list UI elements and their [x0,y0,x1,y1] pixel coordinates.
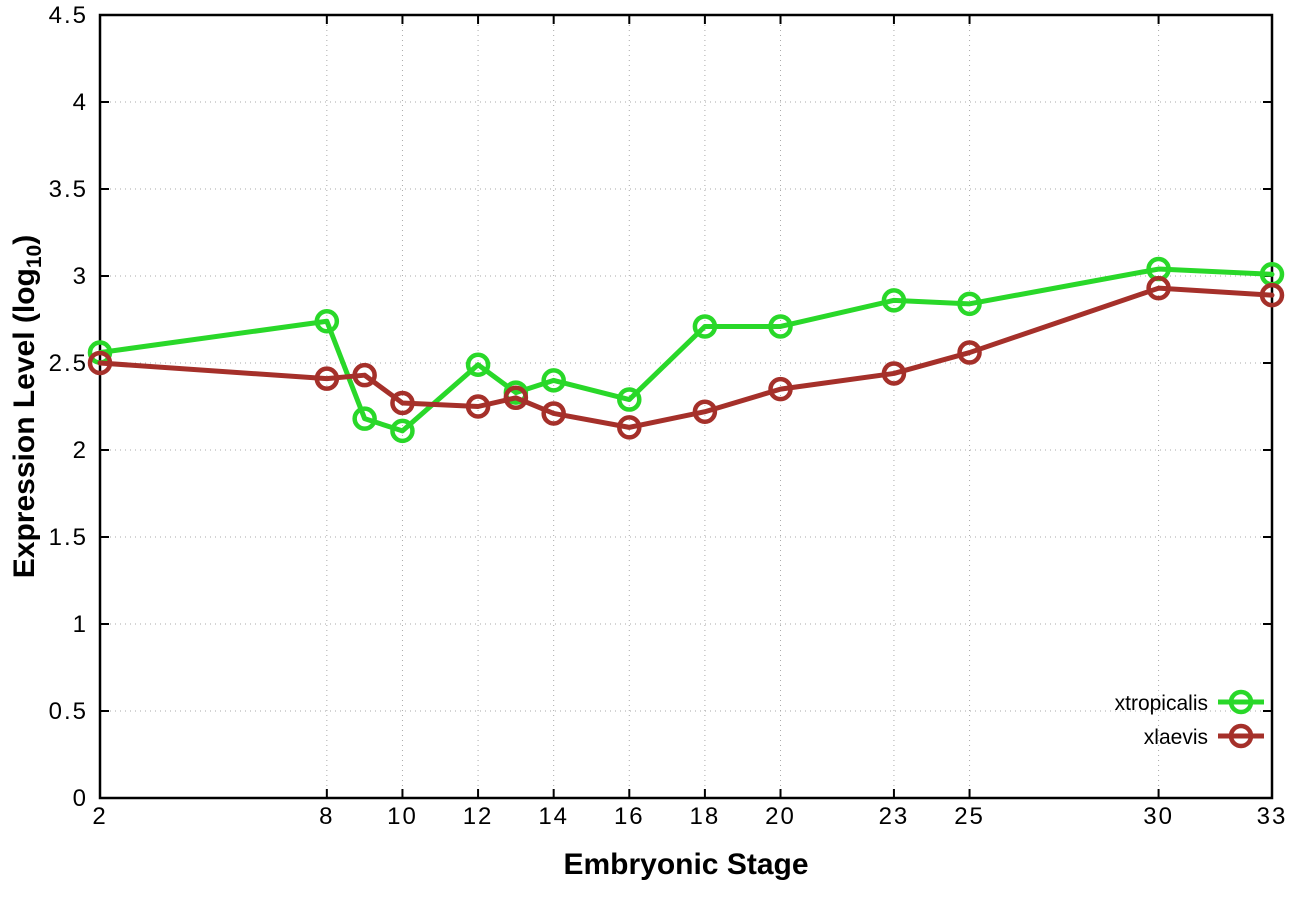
data-point-marker [465,352,491,377]
y-tick-label: 1.5 [49,524,88,551]
x-tick-label: 10 [387,803,418,830]
data-point-marker [352,362,377,388]
data-point-marker [881,361,907,386]
plot-border [98,13,1274,800]
y-tick-label: 2 [73,437,88,464]
data-point-marker [957,291,982,317]
x-tick-label: 14 [538,803,569,830]
data-point-marker [390,390,415,416]
series-line-xtropicalis [97,266,1275,434]
y-tick-label: 3 [73,263,88,290]
legend-label: xlaevis [1144,726,1208,749]
x-tick-label: 30 [1143,803,1174,830]
grid [99,14,1273,799]
data-point-marker [957,340,982,365]
y-tick-label: 4 [73,89,88,116]
data-point-marker [768,314,793,339]
data-point-marker [87,350,113,376]
y-axis-title: Expression Level (log10) [8,235,46,578]
data-point-marker [314,366,340,391]
y-tick-label: 2.5 [49,350,88,377]
data-point-marker [390,418,415,444]
data-point-marker [1259,282,1285,308]
data-point-marker [1146,275,1171,301]
y-tick-label: 0 [73,785,88,812]
data-point-marker [541,368,566,393]
x-tick-label: 16 [614,803,645,830]
data-point-marker [881,288,907,313]
x-tick-label: 18 [690,803,721,830]
series-line-xlaevis [97,285,1275,430]
x-axis-title: Embryonic Stage [563,848,808,881]
x-tick-label: 12 [463,803,494,830]
data-point-marker [352,406,377,431]
data-point-marker [541,401,566,426]
x-tick-label: 20 [765,803,796,830]
legend-entry-xtropicalis: xtropicalis [1115,689,1264,715]
data-point-marker [768,376,793,402]
tick-labels: 2 8 10 12 14 16 18 20 23 25 30 33 0 0.5 1 1.5 2 2.5 3 3.5 4 4… [49,2,1288,830]
x-tick-label: 2 [92,803,107,830]
data-point-marker [503,385,529,411]
series-xtropicalis [87,256,1285,444]
legend: xtropicalis xlaevis [1115,689,1264,749]
legend-marker-sample [1228,689,1254,715]
data-point-marker [314,308,340,334]
y-tick-label: 4.5 [49,2,88,29]
legend-entry-xlaevis: xlaevis [1144,723,1264,749]
y-tick-label: 1 [73,611,88,638]
legend-label: xtropicalis [1115,692,1208,715]
series-xlaevis [87,275,1285,440]
legend-marker-sample [1228,723,1254,749]
y-tick-label: 3.5 [49,176,88,203]
axis-ticks [99,14,1273,799]
x-tick-label: 33 [1257,803,1288,830]
x-tick-label: 23 [879,803,910,830]
x-tick-label: 8 [319,803,334,830]
y-tick-label: 0.5 [49,698,88,725]
data-point-marker [692,314,718,339]
data-point-marker [692,399,718,424]
data-point-marker [465,394,491,419]
x-tick-label: 25 [954,803,985,830]
data-point-marker [617,415,642,440]
data-point-marker [617,387,642,412]
